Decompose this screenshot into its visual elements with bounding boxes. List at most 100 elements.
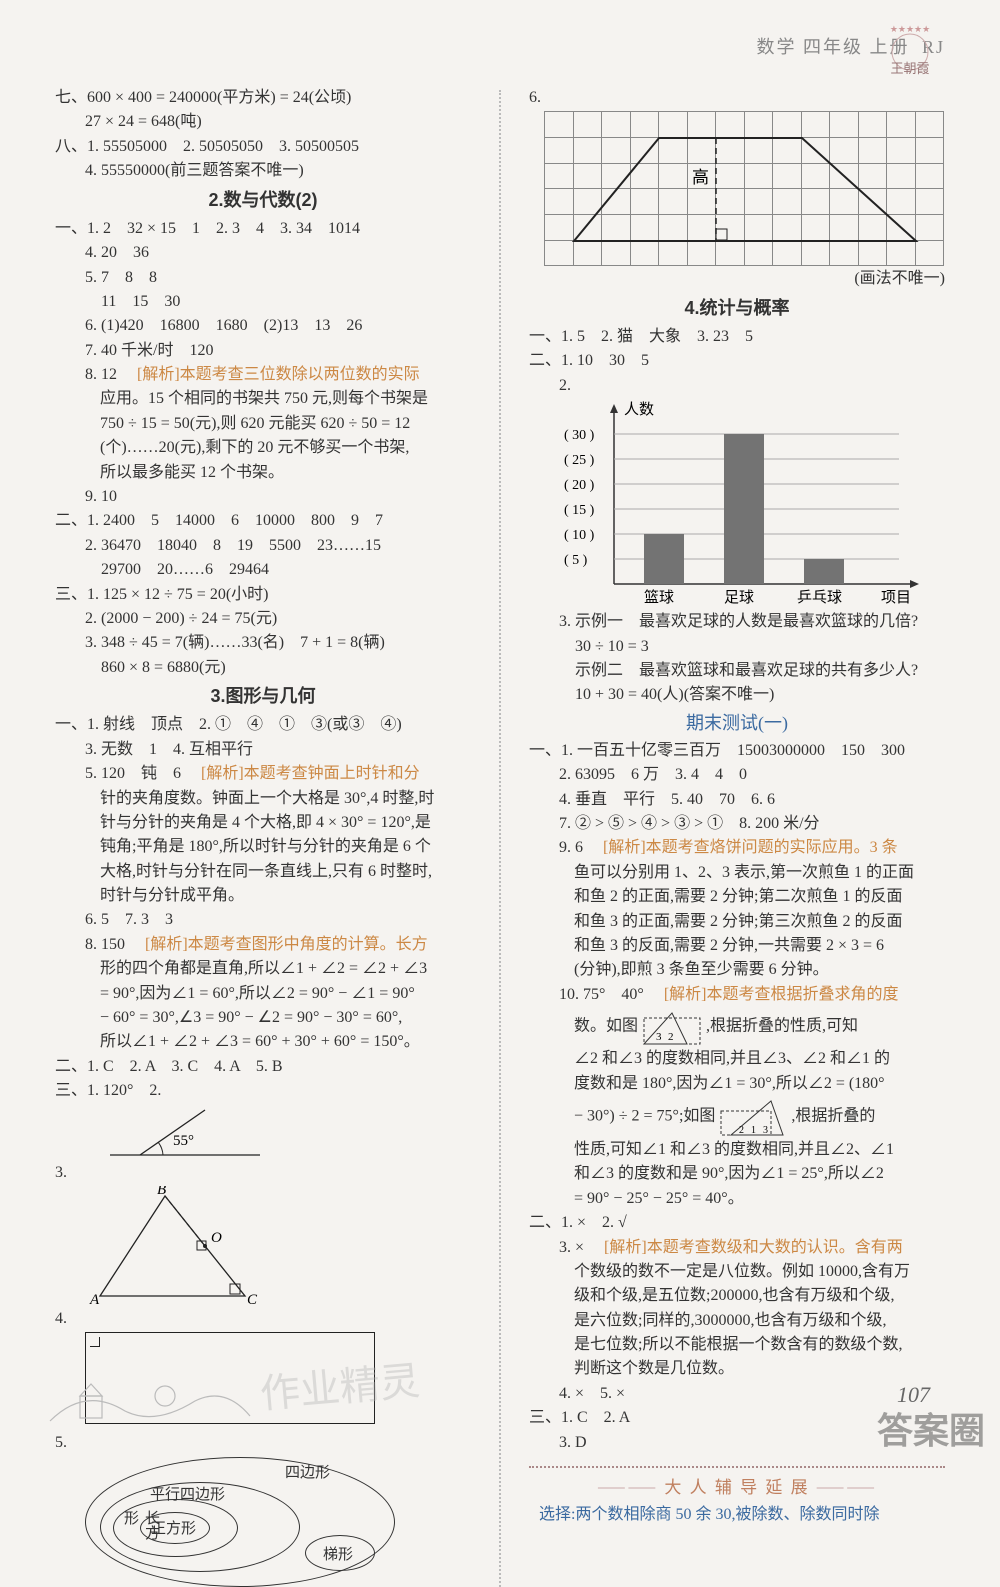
- text-line: (个)……20(元),剩下的 20 元不够买一个书架,: [55, 437, 471, 459]
- analysis-text: [解析]本题考查数级和大数的认识。含有两: [604, 1239, 903, 1256]
- fold-diagram-1: 32: [642, 1008, 702, 1046]
- text-line: 三、1. 120° 2.: [55, 1080, 471, 1102]
- text-line: 二、1. × 2. √: [529, 1212, 945, 1234]
- text-line: 5. 7 8 8: [55, 267, 471, 289]
- text-line: = 90° − 25° − 25° = 40°。: [529, 1188, 945, 1210]
- text-line: 和鱼 3 的反面,需要 2 分钟,一共需要 2 × 3 = 6: [529, 935, 945, 957]
- text-line: 3. 348 ÷ 45 = 7(辆)……33(名) 7 + 1 = 8(辆): [55, 632, 471, 654]
- text-line: 数。如图 32 ,根据折叠的性质,可知: [529, 1008, 945, 1046]
- note-text: (画法不唯一): [529, 268, 945, 290]
- text-line: 三、1. 125 × 12 ÷ 75 = 20(小时): [55, 584, 471, 606]
- svg-text:( 15 ): ( 15 ): [564, 503, 595, 518]
- svg-text:足球: 足球: [724, 589, 754, 606]
- item-label: 5.: [55, 1432, 471, 1454]
- text-line: 时针与分针成平角。: [55, 885, 471, 907]
- label-para: 平行四边形: [150, 1485, 225, 1506]
- tutor-heading: ⸺⸺ 大 人 辅 导 延 展 ⸺⸺: [529, 1476, 945, 1500]
- svg-text:2: 2: [739, 1125, 744, 1136]
- text-line: 一、1. 2 32 × 15 1 2. 3 4 3. 34 1014: [55, 218, 471, 240]
- label-trap: 梯形: [323, 1545, 353, 1566]
- text-line: 判断这个数是几位数。: [529, 1358, 945, 1380]
- text-line: 2. 36470 18040 8 19 5500 23……15: [55, 535, 471, 557]
- text-line: 9. 6 [解析]本题考查烙饼问题的实际应用。3 条: [529, 837, 945, 859]
- svg-text:高: 高: [692, 168, 709, 187]
- analysis-text: [解析]本题考查钟面上时针和分: [201, 765, 420, 782]
- text-line: 6. (1)420 16800 1680 (2)13 13 26: [55, 315, 471, 337]
- svg-text:( 25 ): ( 25 ): [564, 453, 595, 468]
- test-title: 期末测试(一): [529, 711, 945, 736]
- text-line: 所以∠1 + ∠2 + ∠3 = 60° + 30° + 60° = 150°。: [55, 1031, 471, 1053]
- text-line: 10 + 30 = 40(人)(答案不唯一): [529, 684, 945, 706]
- text-line: 七、600 × 400 = 240000(平方米) = 24(公顷): [55, 87, 471, 109]
- answer-num: 8. 12: [85, 366, 133, 383]
- analysis-text: [解析]本题考查烙饼问题的实际应用。3 条: [603, 839, 898, 856]
- svg-text:人数: 人数: [624, 401, 654, 418]
- section-title: 4.统计与概率: [529, 296, 945, 321]
- text-line: 9. 10: [55, 486, 471, 508]
- text-line: 针与分针的夹角是 4 个大格,即 4 × 30° = 120°,是: [55, 812, 471, 834]
- text: − 30°) ÷ 2 = 75°;如图: [574, 1108, 715, 1125]
- text-line: 3. 示例一 最喜欢足球的人数是最喜欢篮球的几倍?: [529, 611, 945, 633]
- svg-text:B: B: [157, 1186, 166, 1198]
- text-line: 大格,时针与分针在同一条直线上,只有 6 时整时,: [55, 861, 471, 883]
- svg-text:55°: 55°: [173, 1133, 194, 1149]
- text-line: 29700 20……6 29464: [55, 559, 471, 581]
- answer-num: 3. ×: [559, 1239, 600, 1256]
- bar-basketball: [644, 534, 684, 584]
- svg-text:3: 3: [656, 1031, 662, 1043]
- answer-num: 9. 6: [559, 839, 599, 856]
- text-line: 8. 150 [解析]本题考查图形中角度的计算。长方: [55, 934, 471, 956]
- text-line: 11 15 30: [55, 291, 471, 313]
- text: ,根据折叠的性质,可知: [706, 1018, 858, 1035]
- bar-football: [724, 434, 764, 584]
- angle-diagram-55: 55°: [105, 1105, 265, 1160]
- text-line: 针的夹角度数。钟面上一个大格是 30°,4 时整,时: [55, 788, 471, 810]
- text-line: 八、1. 55505000 2. 50505050 3. 50500505: [55, 136, 471, 158]
- text-line: 二、1. C 2. A 3. C 4. A 5. B: [55, 1056, 471, 1078]
- text-line: (分钟),即煎 3 条鱼至少需要 6 分钟。: [529, 959, 945, 981]
- text-line: ∠2 和∠3 的度数相同,并且∠3、∠2 和∠1 的: [529, 1048, 945, 1070]
- section-title: 3.图形与几何: [55, 684, 471, 709]
- text-line: 个数级的数不一定是八位数。例如 10000,含有万: [529, 1261, 945, 1283]
- tutor-body: 选择:两个数相除商 50 余 30,被除数、除数同时除: [529, 1504, 945, 1526]
- text-line: 性质,可知∠1 和∠3 的度数相同,并且∠2、∠1: [529, 1139, 945, 1161]
- svg-text:O: O: [211, 1230, 222, 1246]
- text-line: 10. 75° 40° [解析]本题考查根据折叠求角的度: [529, 984, 945, 1006]
- tutor-head-text: 大 人 辅 导 延 展: [664, 1478, 809, 1497]
- svg-text:2: 2: [668, 1031, 674, 1043]
- text-line: − 30°) ÷ 2 = 75°;如图 213 ,根据折叠的: [529, 1097, 945, 1137]
- text-line: 4. 垂直 平行 5. 40 70 6. 6: [529, 789, 945, 811]
- section-title: 2.数与代数(2): [55, 188, 471, 213]
- text-line: 示例二 最喜欢篮球和最喜欢足球的共有多少人?: [529, 660, 945, 682]
- svg-text:项目: 项目: [881, 589, 911, 606]
- text-line: 度数和是 180°,因为∠1 = 30°,所以∠2 = (180°: [529, 1073, 945, 1095]
- text-line: − 60° = 30°,∠3 = 90° − ∠2 = 90° − 30° = …: [55, 1007, 471, 1029]
- watermark-logo: 答案圈: [877, 1406, 985, 1456]
- svg-text:3: 3: [763, 1125, 768, 1136]
- text-line: 860 × 8 = 6880(元): [55, 657, 471, 679]
- text-line: 7. ② > ⑤ > ④ > ③ > ① 8. 200 米/分: [529, 813, 945, 835]
- text-line: 应用。15 个相同的书架共 750 元,则每个书架是: [55, 388, 471, 410]
- text-line: 和鱼 3 的正面,需要 2 分钟;第三次煎鱼 2 的反面: [529, 911, 945, 933]
- text-line: = 90°,因为∠1 = 60°,所以∠2 = 90° − ∠1 = 90°: [55, 983, 471, 1005]
- text-line: 一、1. 一百五十亿零三百万 15003000000 150 300: [529, 740, 945, 762]
- brand-badge: ★★★★★ 王朝霞: [875, 20, 945, 75]
- text-line: 4. 55550000(前三题答案不唯一): [55, 160, 471, 182]
- text-line: 5. 120 钝 6 [解析]本题考查钟面上时针和分: [55, 763, 471, 785]
- analysis-text: [解析]本题考查三位数除以两位数的实际: [137, 366, 420, 383]
- item-label: 2.: [529, 375, 945, 397]
- text-line: 2. (2000 − 200) ÷ 24 = 75(元): [55, 608, 471, 630]
- analysis-text: [解析]本题考查根据折叠求角的度: [664, 986, 899, 1003]
- right-column: 6. 高 (画法不唯一) 4.统计与概率 一、1. 5 2. 猫 大象 3. 2…: [529, 85, 945, 1587]
- svg-text:( 5 ): ( 5 ): [564, 553, 588, 568]
- text-line: 和鱼 2 的正面,需要 2 分钟;第二次煎鱼 1 的反面: [529, 886, 945, 908]
- svg-text:篮球: 篮球: [644, 588, 674, 606]
- text-line: 8. 12 [解析]本题考查三位数除以两位数的实际: [55, 364, 471, 386]
- svg-text:1: 1: [751, 1125, 756, 1136]
- tutor-divider: [529, 1466, 945, 1468]
- text: ,根据折叠的: [791, 1108, 875, 1125]
- svg-text:( 20 ): ( 20 ): [564, 478, 595, 493]
- content-columns: 七、600 × 400 = 240000(平方米) = 24(公顷) 27 × …: [55, 85, 945, 1587]
- footer-doodle: [45, 1366, 255, 1426]
- text-line: 4. 20 36: [55, 242, 471, 264]
